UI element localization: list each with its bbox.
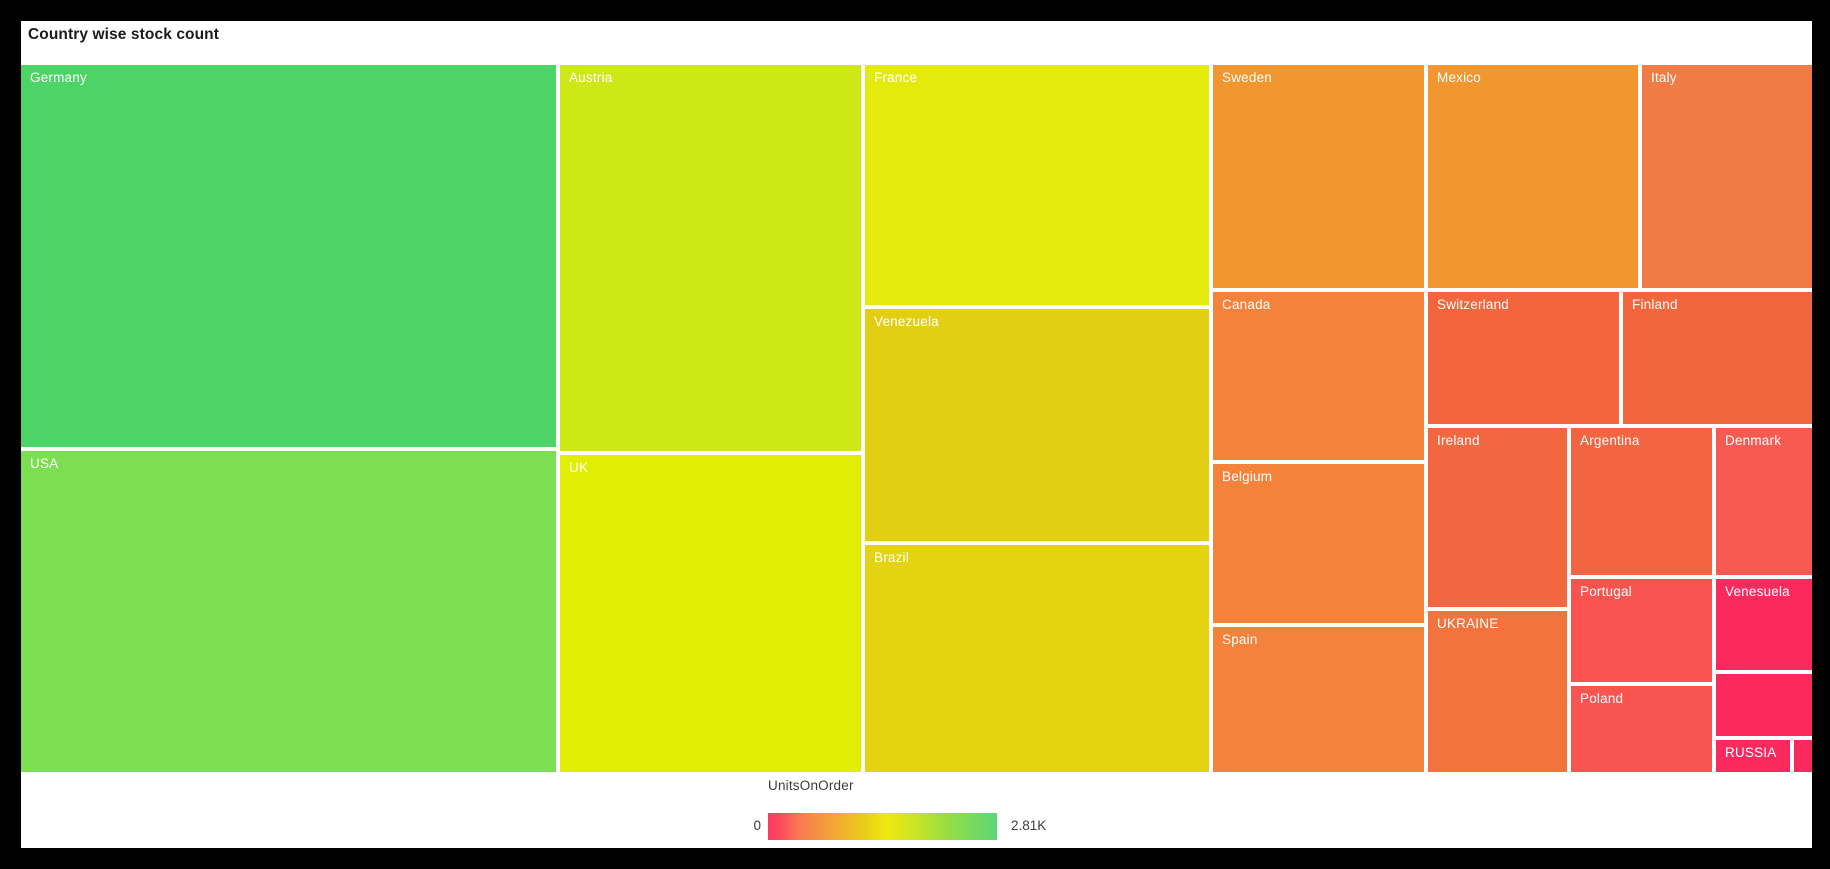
legend-max-label: 2.81K bbox=[1011, 818, 1047, 833]
treemap-tile-germany[interactable]: Germany bbox=[21, 65, 556, 447]
treemap-tile-venesuela[interactable]: Venesuela bbox=[1716, 579, 1812, 670]
treemap-tile-label: Finland bbox=[1632, 297, 1678, 312]
treemap-tile-italy[interactable]: Italy bbox=[1642, 65, 1812, 288]
treemap-tile-label: Argentina bbox=[1580, 433, 1640, 448]
legend-gradient-bar bbox=[768, 813, 997, 840]
treemap-tile-label: Belgium bbox=[1222, 469, 1273, 484]
treemap-tile-label: France bbox=[874, 70, 918, 85]
treemap-tile-unlabeled[interactable] bbox=[1716, 674, 1812, 736]
treemap-tile-label: UK bbox=[569, 460, 589, 475]
treemap-tile-label: Venesuela bbox=[1725, 584, 1790, 599]
treemap-tile-argentina[interactable]: Argentina bbox=[1571, 428, 1712, 575]
treemap-tile-portugal[interactable]: Portugal bbox=[1571, 579, 1712, 682]
treemap-tile-label: Germany bbox=[30, 70, 87, 85]
treemap-tile-label bbox=[1716, 674, 1812, 679]
treemap-tile-label: Austria bbox=[569, 70, 613, 85]
legend-min-label: 0 bbox=[753, 818, 761, 833]
treemap-tile-belgium[interactable]: Belgium bbox=[1213, 464, 1424, 623]
treemap-tile-brazil[interactable]: Brazil bbox=[865, 545, 1209, 772]
legend-title: UnitsOnOrder bbox=[768, 778, 854, 793]
treemap-tile-label: Switzerland bbox=[1437, 297, 1509, 312]
treemap-tile-mexico[interactable]: Mexico bbox=[1428, 65, 1638, 288]
treemap-tile-spain[interactable]: Spain bbox=[1213, 627, 1424, 772]
treemap-tile-denmark[interactable]: Denmark bbox=[1716, 428, 1812, 575]
treemap-tile-label: Brazil bbox=[874, 550, 909, 565]
treemap-tile-russia[interactable]: RUSSIA bbox=[1716, 740, 1790, 772]
treemap-tile-poland[interactable]: Poland bbox=[1571, 686, 1712, 772]
treemap-tile-label: Canada bbox=[1222, 297, 1271, 312]
treemap-tile-unlabeled[interactable] bbox=[1794, 740, 1812, 772]
treemap-tile-label: Italy bbox=[1651, 70, 1677, 85]
treemap-tile-sweden[interactable]: Sweden bbox=[1213, 65, 1424, 288]
treemap-tile-label bbox=[1794, 740, 1812, 745]
treemap-tile-label: Venezuela bbox=[874, 314, 939, 329]
treemap: Germany USA Austria UK France Venezuela Brazil… bbox=[21, 65, 1812, 772]
treemap-tile-canada[interactable]: Canada bbox=[1213, 292, 1424, 460]
treemap-tile-austria[interactable]: Austria bbox=[560, 65, 861, 451]
treemap-tile-label: Portugal bbox=[1580, 584, 1632, 599]
treemap-tile-label: USA bbox=[30, 456, 59, 471]
treemap-tile-usa[interactable]: USA bbox=[21, 451, 556, 772]
treemap-tile-label: Poland bbox=[1580, 691, 1624, 706]
treemap-tile-label: Ireland bbox=[1437, 433, 1480, 448]
treemap-tile-label: Mexico bbox=[1437, 70, 1481, 85]
treemap-tile-venezuela[interactable]: Venezuela bbox=[865, 309, 1209, 541]
treemap-tile-label: RUSSIA bbox=[1725, 745, 1777, 760]
treemap-tile-label: Denmark bbox=[1725, 433, 1782, 448]
chart-card: Country wise stock count Germany USA Austr… bbox=[21, 21, 1812, 848]
treemap-tile-label: Spain bbox=[1222, 632, 1258, 647]
treemap-tile-france[interactable]: France bbox=[865, 65, 1209, 305]
treemap-tile-uk[interactable]: UK bbox=[560, 455, 861, 772]
treemap-tile-ireland[interactable]: Ireland bbox=[1428, 428, 1567, 607]
treemap-tile-finland[interactable]: Finland bbox=[1623, 292, 1812, 424]
treemap-tile-label: UKRAINE bbox=[1437, 616, 1499, 631]
treemap-tile-label: Sweden bbox=[1222, 70, 1272, 85]
treemap-tile-switzerland[interactable]: Switzerland bbox=[1428, 292, 1619, 424]
treemap-tile-ukraine[interactable]: UKRAINE bbox=[1428, 611, 1567, 772]
chart-title: Country wise stock count bbox=[28, 26, 220, 43]
